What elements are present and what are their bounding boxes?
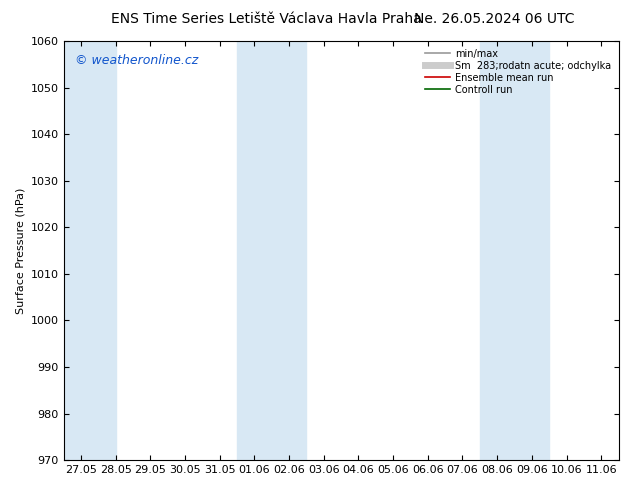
Bar — [63, 41, 115, 460]
Y-axis label: Surface Pressure (hPa): Surface Pressure (hPa) — [15, 187, 25, 314]
Text: ENS Time Series Letiště Václava Havla Praha: ENS Time Series Letiště Václava Havla Pr… — [111, 12, 422, 26]
Legend: min/max, Sm  283;rodatn acute; odchylka, Ensemble mean run, Controll run: min/max, Sm 283;rodatn acute; odchylka, … — [422, 46, 614, 98]
Bar — [237, 41, 306, 460]
Text: Ne. 26.05.2024 06 UTC: Ne. 26.05.2024 06 UTC — [414, 12, 575, 26]
Text: © weatheronline.cz: © weatheronline.cz — [75, 53, 198, 67]
Bar — [480, 41, 549, 460]
